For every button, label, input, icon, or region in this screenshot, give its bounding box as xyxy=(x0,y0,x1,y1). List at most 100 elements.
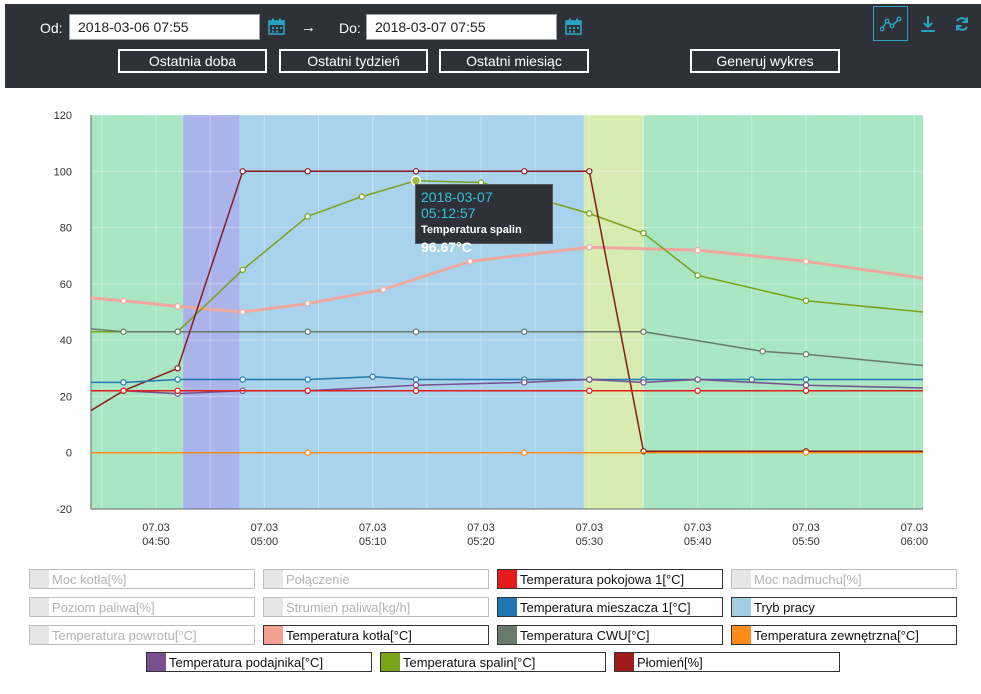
y-tick-label: 80 xyxy=(60,223,72,235)
y-tick-label: 0 xyxy=(66,448,72,460)
legend-swatch xyxy=(732,598,751,616)
data-point xyxy=(304,213,311,220)
x-tick-label: 07.03 04:50 xyxy=(142,522,170,548)
calendar-icon[interactable] xyxy=(268,18,285,35)
legend-swatch xyxy=(30,626,49,644)
data-point xyxy=(521,449,528,456)
x-tick-label: 07.03 05:30 xyxy=(576,522,604,548)
data-point xyxy=(369,373,376,380)
chart-line-button[interactable] xyxy=(873,6,908,41)
to-date-input[interactable]: 2018-03-07 07:55 xyxy=(366,14,557,40)
legend-label: Połączenie xyxy=(286,571,350,587)
legend-item[interactable]: Moc nadmuchu[%] xyxy=(731,569,957,589)
x-tick-label: 07.03 06:00 xyxy=(901,522,929,548)
data-point xyxy=(120,387,127,394)
data-point xyxy=(802,258,810,265)
data-point xyxy=(174,303,181,310)
data-point xyxy=(174,387,181,394)
legend-item[interactable]: Płomień[%] xyxy=(614,652,840,672)
legend-label: Temperatura pokojowa 1[°C] xyxy=(520,571,685,587)
legend-item[interactable]: Tryb pracy xyxy=(731,597,957,617)
data-point xyxy=(412,381,420,389)
series-line xyxy=(91,375,923,384)
data-point xyxy=(694,272,701,279)
legend-item[interactable]: Temperatura pokojowa 1[°C] xyxy=(497,569,723,589)
legend-swatch xyxy=(264,598,283,616)
legend-label: Temperatura mieszacza 1[°C] xyxy=(520,599,691,615)
data-point xyxy=(174,328,181,335)
legend-label: Temperatura powrotu[°C] xyxy=(52,627,197,643)
legend-item[interactable]: Moc kotła[%] xyxy=(29,569,255,589)
last-month-button[interactable]: Ostatni miesiąc xyxy=(439,49,589,73)
legend-swatch xyxy=(615,653,634,671)
data-point xyxy=(120,328,127,335)
data-point xyxy=(174,365,181,372)
series-line xyxy=(91,179,924,333)
legend-swatch xyxy=(147,653,166,671)
data-point xyxy=(304,387,311,394)
y-tick-label: 40 xyxy=(60,335,72,347)
from-date-input[interactable]: 2018-03-06 07:55 xyxy=(69,14,260,40)
work-mode-band xyxy=(583,115,644,509)
x-tick-label: 07.03 05:00 xyxy=(251,522,279,548)
legend-swatch xyxy=(498,598,517,616)
work-mode-band xyxy=(91,115,184,509)
data-point xyxy=(802,449,810,456)
to-label: Do: xyxy=(339,20,361,36)
y-tick-label: 120 xyxy=(54,110,72,122)
legend-item[interactable]: Temperatura powrotu[°C] xyxy=(29,625,255,645)
y-tick-label: -20 xyxy=(56,504,72,516)
legend-swatch xyxy=(732,626,751,644)
download-button[interactable] xyxy=(917,13,939,35)
data-point xyxy=(412,168,420,175)
legend-item[interactable]: Temperatura mieszacza 1[°C] xyxy=(497,597,723,617)
x-tick-label: 07.03 05:10 xyxy=(359,522,387,548)
data-point xyxy=(412,376,420,383)
last-day-button[interactable]: Ostatnia doba xyxy=(118,49,267,73)
data-point xyxy=(304,168,311,175)
legend-item[interactable]: Połączenie xyxy=(263,569,489,589)
data-point xyxy=(640,328,647,335)
work-mode-band xyxy=(643,115,923,509)
legend-swatch xyxy=(498,570,517,588)
data-point xyxy=(586,244,593,251)
series-line xyxy=(91,378,924,395)
legend-item[interactable]: Poziom paliwa[%] xyxy=(29,597,255,617)
legend-item[interactable]: Temperatura spalin[°C] xyxy=(380,652,606,672)
data-point xyxy=(304,300,311,307)
legend-item[interactable]: Strumień paliwa[kg/h] xyxy=(263,597,489,617)
x-tick-label: 07.03 05:50 xyxy=(792,522,820,548)
data-point xyxy=(748,376,756,383)
data-point xyxy=(120,297,127,304)
data-point xyxy=(802,381,810,389)
legend-swatch xyxy=(30,598,49,616)
data-point xyxy=(802,376,810,383)
legend-swatch xyxy=(732,570,751,588)
legend-label: Temperatura CWU[°C] xyxy=(520,627,650,643)
data-point xyxy=(521,379,528,386)
x-tick-label: 07.03 05:40 xyxy=(684,522,712,548)
data-point xyxy=(694,246,701,254)
legend-item[interactable]: Temperatura kotła[°C] xyxy=(263,625,489,645)
data-point xyxy=(412,387,420,394)
data-point xyxy=(694,387,701,394)
data-point xyxy=(239,168,246,175)
y-tick-label: 100 xyxy=(54,166,72,178)
data-point xyxy=(586,210,593,217)
data-point xyxy=(640,229,647,237)
legend-item[interactable]: Temperatura zewnętrzna[°C] xyxy=(731,625,957,645)
calendar-icon[interactable] xyxy=(565,18,582,35)
data-point xyxy=(358,193,366,200)
legend-item[interactable]: Temperatura CWU[°C] xyxy=(497,625,723,645)
refresh-button[interactable] xyxy=(951,13,973,35)
legend-label: Poziom paliwa[%] xyxy=(52,599,155,615)
legend-label: Strumień paliwa[kg/h] xyxy=(286,599,411,615)
tooltip-date: 2018-03-07 05:12:57 xyxy=(421,189,493,221)
legend-item[interactable]: Temperatura podajnika[°C] xyxy=(146,652,372,672)
legend-label: Tryb pracy xyxy=(754,599,815,615)
toolbar: Od: 2018-03-06 07:55 → Do: 2018-03-07 07… xyxy=(5,4,981,88)
y-tick-label: 60 xyxy=(60,279,72,291)
generate-chart-button[interactable]: Generuj wykres xyxy=(690,49,840,73)
chart-tooltip: 2018-03-07 05:12:57 Temperatura spalin 9… xyxy=(415,184,553,255)
last-week-button[interactable]: Ostatni tydzień xyxy=(279,49,428,73)
